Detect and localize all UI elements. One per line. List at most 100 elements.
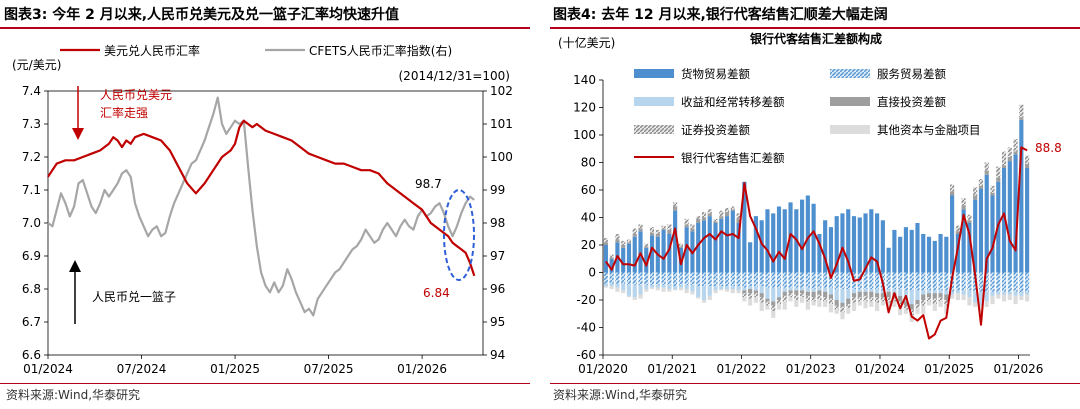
bar-other [903,309,909,314]
legend-income-label: 收益和经常转移差额 [681,95,785,109]
bar-fdi [932,293,937,299]
right-chart-y-tick-label: 140 [573,73,596,87]
legend-usdcny-label: 美元兑人民币汇率 [104,43,200,58]
bar-other [834,309,839,314]
bar-fdi [863,291,868,296]
bar-income [1001,291,1007,295]
bar-goods [961,209,966,273]
bar-portfolio [765,301,770,306]
bar-other [696,297,701,299]
bar-portfolio [1013,139,1018,152]
bar-other [909,315,914,323]
bar-services [892,272,897,289]
bar-portfolio [978,179,984,186]
bar-portfolio [603,238,608,243]
bar-portfolio [713,218,718,222]
bar-services [673,272,678,287]
bar-portfolio [776,300,782,305]
bar-goods [926,236,932,273]
right-chart-x-tick-label: 01/2023 [786,362,836,376]
bar-income [996,291,1001,295]
bar-services [978,272,984,292]
bar-goods [817,234,822,273]
bar-goods [782,209,787,273]
bar-other [811,301,816,306]
bar-income [938,290,943,294]
bar-portfolio [857,297,862,302]
bar-goods [765,209,770,273]
bar-goods [673,210,678,273]
bar-other [846,308,851,314]
bar-services [1025,272,1030,292]
bar-income [967,290,972,298]
bar-fdi [984,170,989,175]
highlight-ellipse [443,189,475,281]
bar-goods [903,227,909,273]
bar-fdi [615,239,620,243]
bar-fdi [684,224,689,228]
net-settlement-line [605,146,1028,340]
bar-fdi [696,218,701,224]
bar-fdi [886,291,891,298]
right-chart-y-tick-label: 20 [581,238,596,252]
bar-portfolio [615,234,620,240]
bar-portfolio [736,213,741,219]
bar-services [632,272,637,285]
bar-services [724,272,730,287]
bar-fdi [724,212,730,217]
bar-fdi [875,293,880,298]
bar-goods [742,181,747,273]
bar-other [742,297,747,302]
bar-portfolio [771,305,776,311]
bar-other [673,289,678,291]
bar-fdi [846,298,851,305]
bar-services [644,272,649,285]
bar-income [950,291,955,295]
bar-other [603,286,608,288]
annotation-net-last: 88.8 [1035,141,1062,155]
bar-portfolio [805,295,810,302]
bar-portfolio [996,166,1001,178]
legend-portfolio-label: 证券投资差额 [681,123,750,137]
bar-services [1013,272,1018,292]
bar-fdi [730,209,735,211]
bar-fdi [996,177,1001,182]
bar-income [811,289,816,292]
bar-portfolio [898,301,903,307]
bar-income [724,286,730,289]
bar-portfolio [724,207,730,213]
bar-income [626,284,632,296]
bar-services [782,272,787,288]
right-chart-y-tick-label: 120 [573,101,596,115]
bar-fdi [719,216,724,219]
bar-fdi [765,298,770,302]
bar-other [713,290,718,294]
bar-income [713,286,718,291]
bar-portfolio [886,297,891,303]
bar-portfolio [782,295,787,302]
bar-income [926,290,932,294]
bar-income [673,286,678,289]
bar-income [742,287,747,291]
left-bottom-rule [0,383,530,384]
right-chart-x-tick-label: 01/2025 [924,362,974,376]
bar-other [655,287,660,291]
legend-services-swatch [830,69,870,78]
bar-income [730,286,735,289]
bar-income [748,286,753,289]
bar-income [892,289,897,294]
bar-portfolio [1001,151,1007,166]
bar-portfolio [632,228,637,234]
legend-net-label: 银行代客结售汇差额 [681,151,785,165]
bar-other [609,286,614,289]
bar-other [886,302,891,310]
bar-portfolio [1019,104,1024,118]
bar-goods [748,242,753,273]
bar-portfolio [869,297,874,302]
bar-services [811,272,816,289]
bar-income [603,283,608,287]
legend-fdi-swatch [830,97,870,106]
bar-fdi [828,294,833,299]
bar-income [1019,293,1024,296]
bar-other [892,301,897,307]
